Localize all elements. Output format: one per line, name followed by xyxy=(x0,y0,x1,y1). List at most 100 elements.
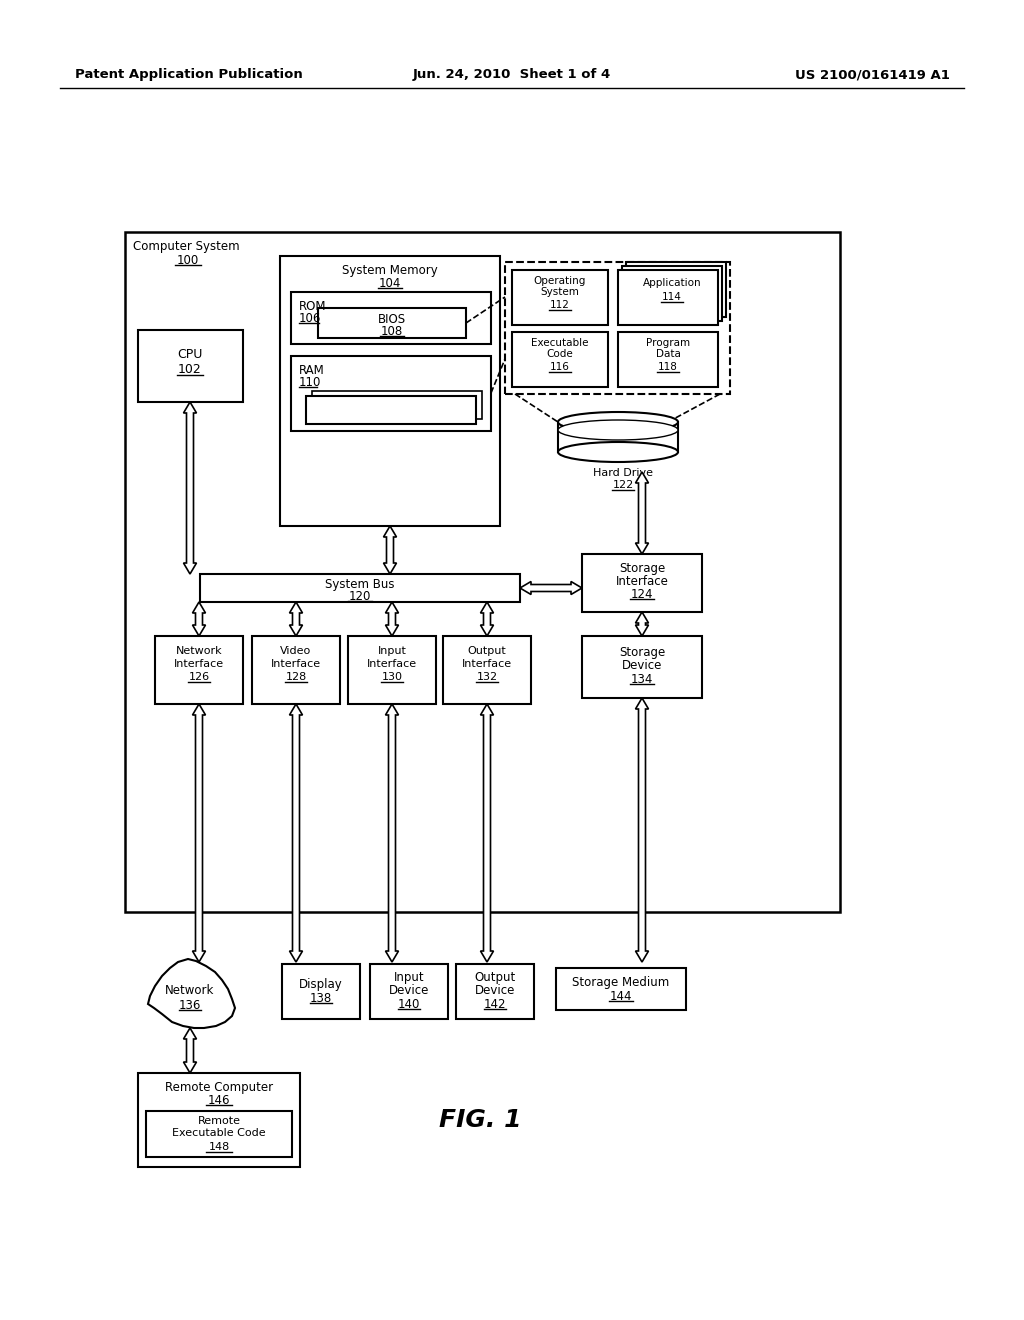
Text: System: System xyxy=(541,286,580,297)
Text: 124: 124 xyxy=(631,587,653,601)
Text: Network: Network xyxy=(176,645,222,656)
Text: System Memory: System Memory xyxy=(342,264,438,277)
Polygon shape xyxy=(193,602,206,636)
Bar xyxy=(505,261,730,393)
Text: 104: 104 xyxy=(379,277,401,290)
Bar xyxy=(138,1073,300,1167)
Polygon shape xyxy=(183,1028,197,1073)
Text: Output: Output xyxy=(468,645,507,656)
Bar xyxy=(556,968,686,1010)
Bar xyxy=(618,271,718,325)
Text: ROM: ROM xyxy=(299,300,327,313)
Text: 116: 116 xyxy=(550,362,570,372)
Text: 134: 134 xyxy=(631,673,653,686)
Text: Application: Application xyxy=(643,279,701,288)
Bar xyxy=(582,554,702,612)
Text: 114: 114 xyxy=(663,292,682,302)
Polygon shape xyxy=(480,704,494,962)
Text: Video: Video xyxy=(281,645,311,656)
Text: RAM: RAM xyxy=(299,364,325,378)
Text: Program: Program xyxy=(646,338,690,348)
Text: 132: 132 xyxy=(476,672,498,682)
Text: 118: 118 xyxy=(658,362,678,372)
Bar xyxy=(138,330,243,403)
Text: BIOS: BIOS xyxy=(378,313,407,326)
Text: 138: 138 xyxy=(310,993,332,1005)
Text: Remote Computer: Remote Computer xyxy=(165,1081,273,1094)
Text: Executable: Executable xyxy=(531,338,589,348)
Text: Input: Input xyxy=(378,645,407,656)
Polygon shape xyxy=(385,704,398,962)
Bar xyxy=(312,391,482,418)
Text: 126: 126 xyxy=(188,672,210,682)
Text: 122: 122 xyxy=(612,480,634,490)
Text: 110: 110 xyxy=(299,376,322,389)
Polygon shape xyxy=(636,698,648,962)
Text: Device: Device xyxy=(389,983,429,997)
Ellipse shape xyxy=(558,412,678,432)
Bar xyxy=(280,256,500,525)
Text: CPU: CPU xyxy=(177,348,203,360)
Polygon shape xyxy=(384,525,396,574)
Polygon shape xyxy=(183,403,197,574)
Polygon shape xyxy=(385,602,398,636)
Bar xyxy=(306,396,476,424)
Text: 128: 128 xyxy=(286,672,306,682)
Polygon shape xyxy=(636,612,648,636)
Text: Storage: Storage xyxy=(618,645,666,659)
Text: Data: Data xyxy=(655,348,680,359)
Text: 112: 112 xyxy=(550,300,570,310)
Text: 102: 102 xyxy=(178,363,202,376)
Text: Patent Application Publication: Patent Application Publication xyxy=(75,69,303,81)
Bar xyxy=(626,261,726,317)
Text: 100: 100 xyxy=(177,253,199,267)
Bar xyxy=(582,636,702,698)
Text: US 2100/0161419 A1: US 2100/0161419 A1 xyxy=(795,69,950,81)
Bar xyxy=(125,232,840,912)
Ellipse shape xyxy=(558,442,678,462)
Ellipse shape xyxy=(558,420,678,440)
Text: Storage Medium: Storage Medium xyxy=(572,975,670,989)
Text: 142: 142 xyxy=(483,998,506,1011)
Text: Operating: Operating xyxy=(534,276,586,286)
Text: 106: 106 xyxy=(299,312,322,325)
Bar xyxy=(456,964,534,1019)
Text: Interface: Interface xyxy=(462,659,512,669)
Bar xyxy=(155,636,243,704)
Polygon shape xyxy=(480,602,494,636)
Polygon shape xyxy=(290,704,302,962)
Text: 120: 120 xyxy=(349,590,371,603)
Bar xyxy=(512,333,608,387)
Text: 140: 140 xyxy=(397,998,420,1011)
Polygon shape xyxy=(636,473,648,554)
Bar xyxy=(512,271,608,325)
Bar xyxy=(370,964,449,1019)
Polygon shape xyxy=(193,704,206,962)
Polygon shape xyxy=(148,960,234,1028)
Bar xyxy=(146,1111,292,1158)
Text: Code: Code xyxy=(547,348,573,359)
Text: 144: 144 xyxy=(609,990,632,1003)
Text: Device: Device xyxy=(622,659,663,672)
Text: Interface: Interface xyxy=(615,576,669,587)
Bar xyxy=(618,333,718,387)
Text: Input: Input xyxy=(393,972,424,983)
Text: 108: 108 xyxy=(381,325,403,338)
Text: Output: Output xyxy=(474,972,516,983)
Bar xyxy=(318,308,466,338)
Text: Display: Display xyxy=(299,978,343,991)
Bar xyxy=(443,636,531,704)
Text: FIG. 1: FIG. 1 xyxy=(438,1107,521,1133)
Text: Hard Drive: Hard Drive xyxy=(593,469,653,478)
Bar xyxy=(291,292,490,345)
Text: 146: 146 xyxy=(208,1094,230,1107)
Bar xyxy=(200,574,520,602)
Bar xyxy=(348,636,436,704)
Polygon shape xyxy=(520,582,582,594)
Bar xyxy=(282,964,360,1019)
Text: Computer System: Computer System xyxy=(133,240,240,253)
Text: 130: 130 xyxy=(382,672,402,682)
Text: 136: 136 xyxy=(179,999,201,1012)
Text: System Bus: System Bus xyxy=(326,578,394,591)
Text: Executable Code: Executable Code xyxy=(172,1129,266,1138)
